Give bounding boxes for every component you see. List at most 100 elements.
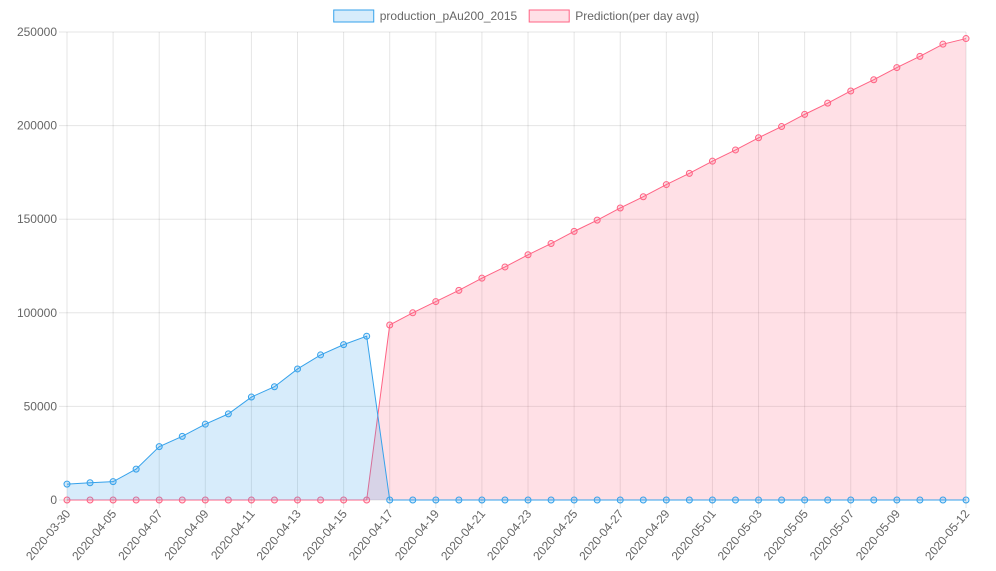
data-point[interactable] bbox=[962, 35, 970, 43]
x-tick-label: 2020-05-07 bbox=[807, 507, 857, 563]
data-point[interactable] bbox=[570, 227, 578, 235]
data-point[interactable] bbox=[386, 496, 394, 504]
data-point[interactable] bbox=[109, 496, 117, 504]
data-point[interactable] bbox=[916, 52, 924, 60]
data-point[interactable] bbox=[962, 496, 970, 504]
data-point[interactable] bbox=[870, 496, 878, 504]
data-point[interactable] bbox=[778, 123, 786, 131]
data-point[interactable] bbox=[478, 274, 486, 282]
data-point[interactable] bbox=[616, 204, 624, 212]
data-point[interactable] bbox=[63, 496, 71, 504]
data-point[interactable] bbox=[386, 321, 394, 329]
data-point[interactable] bbox=[870, 76, 878, 84]
grid-layer bbox=[66, 31, 967, 501]
data-point[interactable] bbox=[916, 496, 924, 504]
x-tick-label: 2020-04-19 bbox=[392, 507, 442, 563]
data-point[interactable] bbox=[731, 496, 739, 504]
data-point[interactable] bbox=[432, 298, 440, 306]
data-point[interactable] bbox=[639, 496, 647, 504]
data-point[interactable] bbox=[132, 465, 140, 473]
x-tick-label: 2020-04-13 bbox=[254, 507, 304, 563]
data-point[interactable] bbox=[547, 496, 555, 504]
data-point[interactable] bbox=[340, 341, 348, 349]
data-point[interactable] bbox=[294, 365, 302, 373]
data-point[interactable] bbox=[939, 40, 947, 48]
data-point[interactable] bbox=[270, 496, 278, 504]
data-point[interactable] bbox=[294, 496, 302, 504]
data-point[interactable] bbox=[178, 496, 186, 504]
x-tick-label: 2020-04-09 bbox=[161, 507, 211, 563]
data-point[interactable] bbox=[662, 496, 670, 504]
data-point[interactable] bbox=[317, 496, 325, 504]
data-point[interactable] bbox=[224, 496, 232, 504]
data-point[interactable] bbox=[340, 496, 348, 504]
legend-label-production[interactable]: production_pAu200_2015 bbox=[380, 9, 518, 23]
data-point[interactable] bbox=[847, 87, 855, 95]
data-point[interactable] bbox=[547, 240, 555, 248]
data-point[interactable] bbox=[501, 496, 509, 504]
data-point[interactable] bbox=[801, 496, 809, 504]
data-point[interactable] bbox=[755, 496, 763, 504]
data-point[interactable] bbox=[801, 110, 809, 118]
data-point[interactable] bbox=[824, 99, 832, 107]
data-point[interactable] bbox=[409, 496, 417, 504]
data-point[interactable] bbox=[478, 496, 486, 504]
data-point[interactable] bbox=[86, 496, 94, 504]
legend[interactable]: production_pAu200_2015 Prediction(per da… bbox=[333, 9, 700, 23]
data-point[interactable] bbox=[501, 263, 509, 271]
data-point[interactable] bbox=[847, 496, 855, 504]
data-point[interactable] bbox=[247, 496, 255, 504]
y-tick-label: 100000 bbox=[17, 306, 57, 320]
data-point[interactable] bbox=[432, 496, 440, 504]
data-point[interactable] bbox=[593, 496, 601, 504]
x-tick-label: 2020-05-09 bbox=[853, 507, 903, 563]
data-point[interactable] bbox=[708, 496, 716, 504]
data-point[interactable] bbox=[524, 251, 532, 259]
data-point[interactable] bbox=[893, 496, 901, 504]
x-tick-label: 2020-04-21 bbox=[438, 507, 488, 563]
x-tick-label: 2020-04-29 bbox=[622, 507, 672, 563]
data-point[interactable] bbox=[178, 432, 186, 440]
data-point[interactable] bbox=[132, 496, 140, 504]
data-point[interactable] bbox=[685, 496, 693, 504]
data-point[interactable] bbox=[63, 480, 71, 488]
data-point[interactable] bbox=[270, 383, 278, 391]
legend-label-prediction[interactable]: Prediction(per day avg) bbox=[575, 9, 699, 23]
x-tick-label: 2020-05-01 bbox=[669, 507, 719, 563]
x-tick-label: 2020-04-07 bbox=[115, 507, 165, 563]
data-point[interactable] bbox=[155, 443, 163, 451]
data-point[interactable] bbox=[524, 496, 532, 504]
data-point[interactable] bbox=[755, 134, 763, 142]
legend-swatch-production[interactable] bbox=[333, 9, 375, 23]
data-point[interactable] bbox=[685, 169, 693, 177]
data-point[interactable] bbox=[731, 146, 739, 154]
data-point[interactable] bbox=[86, 479, 94, 487]
data-point[interactable] bbox=[570, 496, 578, 504]
data-point[interactable] bbox=[109, 478, 117, 486]
data-point[interactable] bbox=[201, 496, 209, 504]
data-point[interactable] bbox=[224, 410, 232, 418]
data-point[interactable] bbox=[662, 181, 670, 189]
data-point[interactable] bbox=[317, 351, 325, 359]
data-point[interactable] bbox=[455, 496, 463, 504]
data-point[interactable] bbox=[593, 216, 601, 224]
data-point[interactable] bbox=[455, 286, 463, 294]
y-tick-label: 0 bbox=[50, 493, 57, 507]
data-point[interactable] bbox=[155, 496, 163, 504]
data-point[interactable] bbox=[778, 496, 786, 504]
legend-swatch-prediction[interactable] bbox=[528, 9, 570, 23]
data-point[interactable] bbox=[616, 496, 624, 504]
data-point[interactable] bbox=[708, 157, 716, 165]
data-point[interactable] bbox=[639, 193, 647, 201]
data-point[interactable] bbox=[409, 309, 417, 317]
data-point[interactable] bbox=[201, 420, 209, 428]
x-tick-label: 2020-04-23 bbox=[484, 507, 534, 563]
data-point[interactable] bbox=[247, 393, 255, 401]
data-point[interactable] bbox=[893, 64, 901, 72]
data-point[interactable] bbox=[939, 496, 947, 504]
data-point[interactable] bbox=[824, 496, 832, 504]
data-point[interactable] bbox=[363, 332, 371, 340]
series-layer bbox=[63, 35, 970, 504]
data-point[interactable] bbox=[363, 496, 371, 504]
y-tick-label: 200000 bbox=[17, 119, 57, 133]
